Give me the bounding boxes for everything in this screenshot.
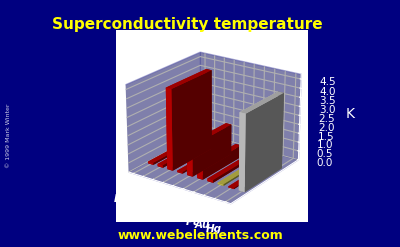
Text: Superconductivity temperature: Superconductivity temperature	[52, 17, 323, 32]
Text: www.webelements.com: www.webelements.com	[117, 229, 283, 242]
Text: © 1999 Mark Winter: © 1999 Mark Winter	[6, 103, 11, 168]
